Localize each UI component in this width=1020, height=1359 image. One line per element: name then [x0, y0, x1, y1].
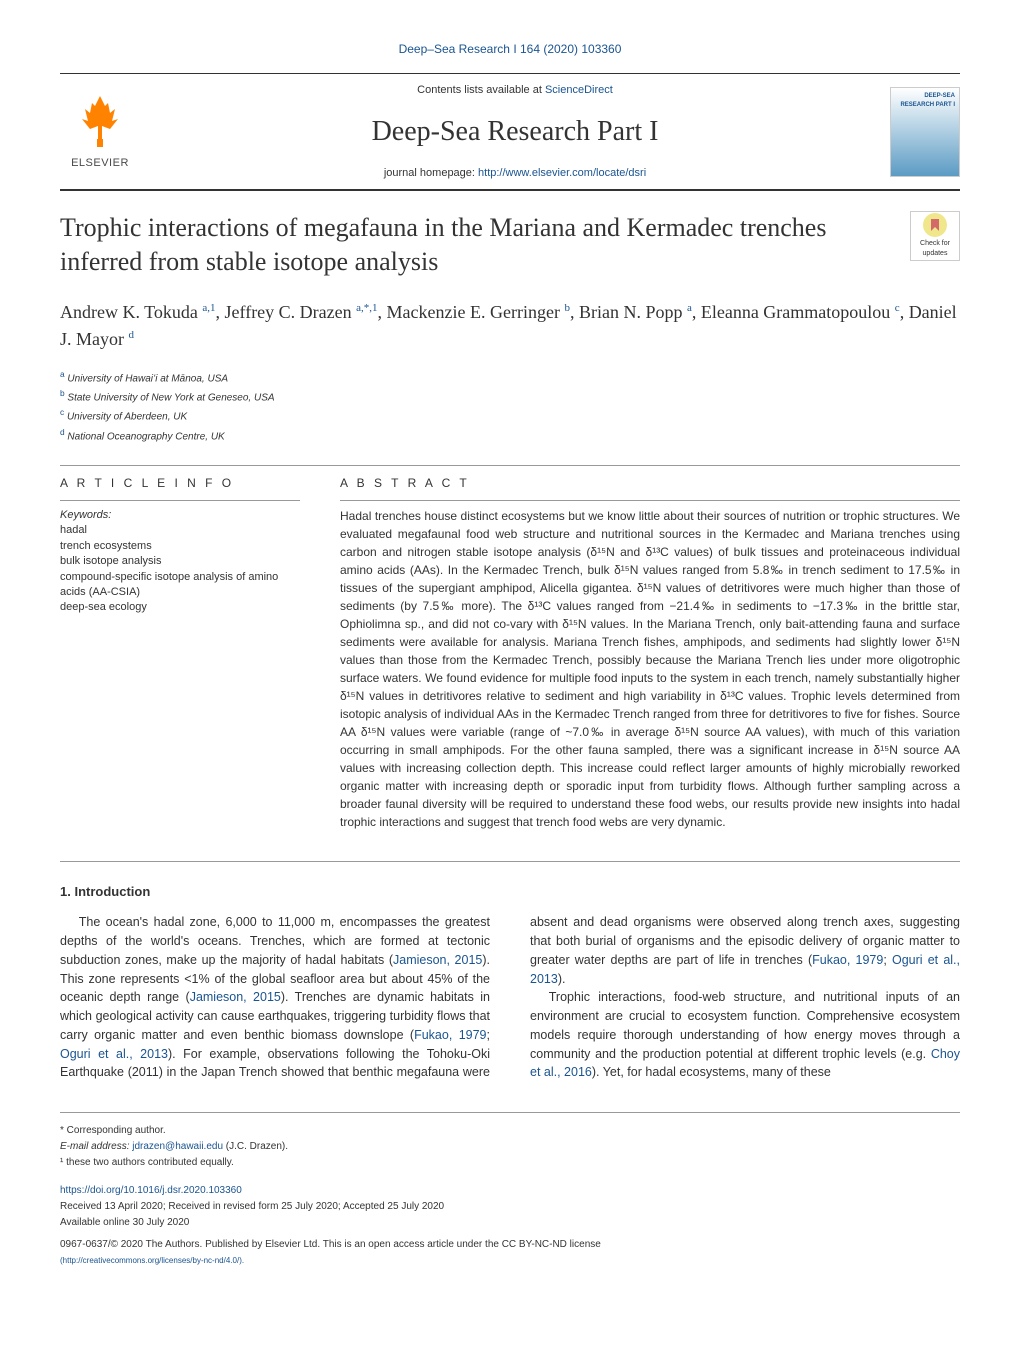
doi-link[interactable]: https://doi.org/10.1016/j.dsr.2020.10336…: [60, 1185, 242, 1196]
affiliations-list: a University of Hawaiʻi at Mānoa, USAb S…: [60, 368, 960, 445]
body-section: 1. Introduction The ocean's hadal zone, …: [60, 861, 960, 1082]
journal-cover-thumbnail: DEEP-SEA RESEARCH PART I: [890, 87, 960, 177]
article-title: Trophic interactions of megafauna in the…: [60, 211, 910, 279]
contents-line: Contents lists available at ScienceDirec…: [140, 82, 890, 99]
cover-title: DEEP-SEA RESEARCH PART I: [891, 92, 955, 110]
ref-sep-2: ;: [883, 953, 892, 967]
para1-e: ).: [558, 972, 566, 986]
updates-label: Check for updates: [911, 239, 959, 260]
article-info-heading: A R T I C L E I N F O: [60, 474, 300, 492]
email-line: E-mail address: jdrazen@hawaii.edu (J.C.…: [60, 1139, 960, 1155]
keyword-item: deep-sea ecology: [60, 600, 300, 615]
corresponding-author: * Corresponding author.: [60, 1123, 960, 1139]
affiliation-item: a University of Hawaiʻi at Mānoa, USA: [60, 368, 960, 387]
body-paragraph-2: Trophic interactions, food-web structure…: [530, 988, 960, 1082]
ref-sep-1: ;: [487, 1028, 490, 1042]
received-dates: Received 13 April 2020; Received in revi…: [60, 1199, 960, 1215]
keyword-item: bulk isotope analysis: [60, 554, 300, 569]
affiliation-item: c University of Aberdeen, UK: [60, 406, 960, 425]
homepage-label: journal homepage:: [384, 167, 478, 179]
para2-b: ). Yet, for hadal ecosystems, many of th…: [592, 1065, 831, 1079]
email-label: E-mail address:: [60, 1141, 132, 1152]
sciencedirect-link[interactable]: ScienceDirect: [545, 84, 613, 96]
ref-oguri-2013a[interactable]: Oguri et al., 2013: [60, 1047, 168, 1061]
homepage-line: journal homepage: http://www.elsevier.co…: [140, 165, 890, 182]
abstract-column: A B S T R A C T Hadal trenches house dis…: [340, 474, 960, 831]
publisher-name: ELSEVIER: [71, 155, 129, 172]
publisher-logo: ELSEVIER: [60, 91, 140, 172]
keywords-label: Keywords:: [60, 500, 300, 524]
affiliation-item: d National Oceanography Centre, UK: [60, 426, 960, 445]
bookmark-icon: [923, 213, 947, 237]
footer: * Corresponding author. E-mail address: …: [60, 1112, 960, 1269]
abstract-heading: A B S T R A C T: [340, 474, 960, 492]
ref-fukao-1979b[interactable]: Fukao, 1979: [812, 953, 883, 967]
elsevier-tree-icon: [70, 91, 130, 151]
article-info-column: A R T I C L E I N F O Keywords: hadaltre…: [60, 474, 300, 831]
ref-fukao-1979a[interactable]: Fukao, 1979: [414, 1028, 486, 1042]
keywords-list: hadaltrench ecosystemsbulk isotope analy…: [60, 523, 300, 615]
introduction-heading: 1. Introduction: [60, 882, 960, 902]
email-name: (J.C. Drazen).: [223, 1141, 288, 1152]
ref-jamieson-2015a[interactable]: Jamieson, 2015: [393, 953, 482, 967]
homepage-link[interactable]: http://www.elsevier.com/locate/dsri: [478, 167, 646, 179]
available-date: Available online 30 July 2020: [60, 1215, 960, 1231]
title-row: Trophic interactions of megafauna in the…: [60, 211, 960, 279]
journal-name: Deep-Sea Research Part I: [140, 111, 890, 153]
keyword-item: hadal: [60, 523, 300, 538]
cc-license-link[interactable]: (http://creativecommons.org/licenses/by-…: [60, 1256, 244, 1265]
para2-a: Trophic interactions, food-web structure…: [530, 990, 960, 1060]
affiliation-item: b State University of New York at Genese…: [60, 387, 960, 406]
keyword-item: trench ecosystems: [60, 539, 300, 554]
masthead: ELSEVIER Contents lists available at Sci…: [60, 73, 960, 191]
contents-label: Contents lists available at: [417, 84, 545, 96]
journal-reference: Deep–Sea Research I 164 (2020) 103360: [60, 40, 960, 58]
copyright-line: 0967-0637/© 2020 The Authors. Published …: [60, 1237, 960, 1253]
abstract-text: Hadal trenches house distinct ecosystems…: [340, 500, 960, 831]
email-link[interactable]: jdrazen@hawaii.edu: [132, 1141, 223, 1152]
keyword-item: compound-specific isotope analysis of am…: [60, 570, 300, 601]
authors-list: Andrew K. Tokuda a,1, Jeffrey C. Drazen …: [60, 299, 960, 353]
masthead-center: Contents lists available at ScienceDirec…: [140, 82, 890, 181]
check-updates-badge[interactable]: Check for updates: [910, 211, 960, 261]
info-abstract-row: A R T I C L E I N F O Keywords: hadaltre…: [60, 465, 960, 831]
ref-jamieson-2015b[interactable]: Jamieson, 2015: [190, 990, 281, 1004]
body-columns: The ocean's hadal zone, 6,000 to 11,000 …: [60, 913, 960, 1082]
equal-contribution-note: ¹ these two authors contributed equally.: [60, 1155, 960, 1171]
